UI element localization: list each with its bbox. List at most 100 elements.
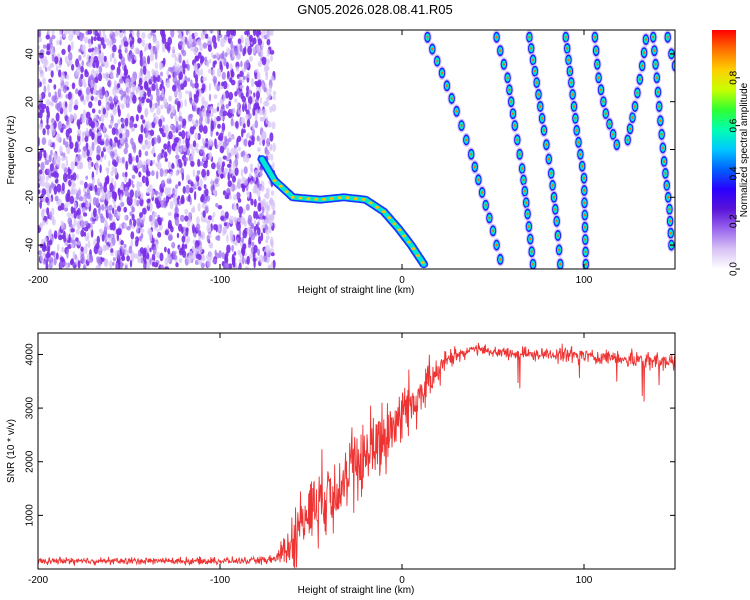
noise-blob [60,220,64,230]
noise-blob [217,234,221,242]
noise-blob [164,157,168,162]
noise-blob [248,172,252,179]
noise-blob [200,195,205,203]
noise-blob [188,218,193,223]
noise-blob [38,250,43,257]
noise-blob [104,71,110,82]
noise-blob [239,70,244,78]
main-tone-peak [345,196,350,200]
noise-blob [66,249,69,259]
noise-blob [119,30,123,38]
noise-blob [109,53,113,63]
noise-blob [200,262,205,269]
noise-blob [55,65,59,72]
noise-blob [254,108,259,116]
noise-blob [197,158,201,168]
noise-blob [67,30,72,35]
spec-xtick-label: -100 [210,275,230,286]
noise-blob [41,219,46,226]
noise-blob [70,161,75,171]
tone-blob-peak [484,204,487,207]
noise-blob [165,79,171,89]
noise-blob [109,260,113,269]
noise-blob [232,175,236,183]
noise-blob [269,132,274,142]
noise-blob [126,196,130,205]
noise-blob [74,30,78,36]
noise-blob [132,94,137,104]
noise-blob [218,250,222,259]
noise-blob [59,39,62,46]
noise-blob [87,30,93,35]
noise-blob [198,229,202,235]
noise-blob [235,66,240,72]
noise-blob [150,94,153,102]
noise-blob [203,184,207,189]
noise-blob [172,251,177,257]
noise-blob [83,245,88,255]
noise-blob [216,115,221,122]
noise-blob [119,133,123,139]
noise-blob [181,235,186,243]
noise-blob [174,81,180,87]
noise-blob [133,253,138,259]
noise-blob [207,106,211,112]
noise-blob [209,30,213,33]
noise-blob [114,122,119,129]
noise-blob [192,169,196,177]
noise-blob [41,137,47,146]
noise-blob [232,52,235,58]
noise-blob [163,168,168,177]
noise-blob [194,82,199,89]
tone-blob-peak [531,263,535,266]
noise-blob [245,59,250,69]
tone-tracks [257,30,675,269]
tone-blob-peak [431,47,434,51]
noise-blob [110,64,116,71]
noise-blob [234,241,238,246]
noise-blob [160,179,166,188]
noise-region [38,30,277,269]
noise-blob [167,161,171,169]
tone-blob-peak [465,138,468,142]
noise-blob [223,262,228,269]
noise-blob [255,90,261,99]
noise-blob [253,198,257,208]
noise-blob [266,38,271,46]
tone-blob-peak [661,146,665,150]
noise-blob [118,78,124,84]
noise-blob [175,262,179,268]
noise-blob [267,121,272,128]
noise-blob [125,160,129,171]
noise-blob [146,261,151,269]
noise-blob [193,31,198,37]
noise-blob [45,261,49,269]
noise-blob [42,244,47,250]
noise-blob [141,144,147,151]
tone-blob-peak [595,49,598,52]
noise-blob [102,30,106,36]
noise-blob [224,90,230,99]
noise-blob [185,30,189,36]
noise-blob [206,116,210,125]
noise-blob [78,78,83,87]
noise-blob [264,100,270,107]
tone-blob-peak [564,36,567,39]
noise-blob [163,203,167,209]
tone-blob-peak [654,63,657,66]
noise-blob [159,168,164,178]
noise-blob [251,47,256,53]
noise-blob [81,44,86,52]
noise-blob [266,138,270,144]
noise-blob [215,224,218,233]
noise-blob [265,229,270,235]
noise-blob [100,112,105,123]
noise-blob [149,214,153,222]
noise-blob [100,150,104,158]
noise-blob [151,122,156,129]
noise-blob [264,146,268,152]
tone-blob-peak [513,124,516,127]
tone-blob-peak [666,36,669,39]
noise-blob [64,207,68,212]
noise-blob [222,155,227,160]
